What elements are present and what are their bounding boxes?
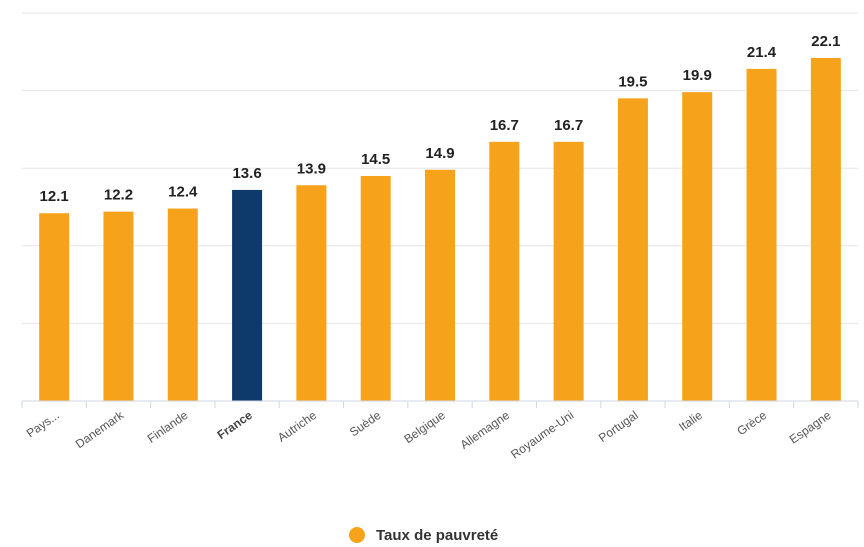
data-label: 13.9 xyxy=(297,160,326,177)
category-labels: Pays... Danemark Finlande France Autriche Suè… xyxy=(24,407,834,461)
bar[interactable] xyxy=(39,213,70,401)
bar[interactable] xyxy=(553,141,584,402)
x-tick-label: Espagne xyxy=(787,408,834,447)
bar[interactable] xyxy=(296,185,327,401)
bar[interactable] xyxy=(360,175,391,401)
bar[interactable] xyxy=(103,211,134,401)
x-axis xyxy=(21,400,859,408)
bars xyxy=(39,58,841,402)
data-label: 22.1 xyxy=(811,33,840,50)
x-tick-label: Danemark xyxy=(73,407,127,451)
data-label: 16.7 xyxy=(490,117,519,134)
x-tick-label: Allemagne xyxy=(458,408,513,452)
data-label: 19.5 xyxy=(618,73,647,90)
x-tick-label: Portugal xyxy=(596,408,641,445)
bar[interactable] xyxy=(746,68,777,401)
legend-label: Taux de pauvreté xyxy=(376,527,498,544)
data-label: 14.9 xyxy=(425,145,454,162)
data-label: 12.4 xyxy=(168,184,198,201)
x-tick-label: Autriche xyxy=(275,408,319,445)
bar[interactable] xyxy=(232,189,263,401)
data-label: 19.9 xyxy=(683,67,712,84)
x-tick-label: Belgique xyxy=(401,408,448,446)
data-label: 21.4 xyxy=(747,44,777,61)
data-label: 16.7 xyxy=(554,117,583,134)
bar[interactable] xyxy=(425,169,455,401)
data-label: 12.2 xyxy=(104,187,133,204)
x-tick-label: France xyxy=(215,408,256,442)
bar[interactable] xyxy=(167,208,198,401)
x-tick-label: Grèce xyxy=(734,408,769,438)
bar[interactable] xyxy=(810,58,841,402)
x-tick-label: Royaume-Uni xyxy=(508,408,576,462)
x-tick-label: Finlande xyxy=(145,408,191,446)
bar[interactable] xyxy=(489,141,520,402)
grid xyxy=(22,12,858,324)
data-label: 14.5 xyxy=(361,151,390,168)
x-tick-label: Pays... xyxy=(24,408,62,441)
bar[interactable] xyxy=(617,98,648,402)
x-tick-label: Suède xyxy=(347,408,384,440)
x-tick-label: Italie xyxy=(676,408,705,434)
data-label: 13.6 xyxy=(232,165,261,182)
legend[interactable]: Taux de pauvreté xyxy=(349,527,498,544)
legend-swatch-icon xyxy=(349,527,365,543)
bar[interactable] xyxy=(682,92,713,401)
value-labels: 12.1 12.2 12.4 13.6 13.9 14.5 14.9 16.7 16.7 19.5… xyxy=(40,33,841,205)
data-label: 12.1 xyxy=(40,188,69,205)
